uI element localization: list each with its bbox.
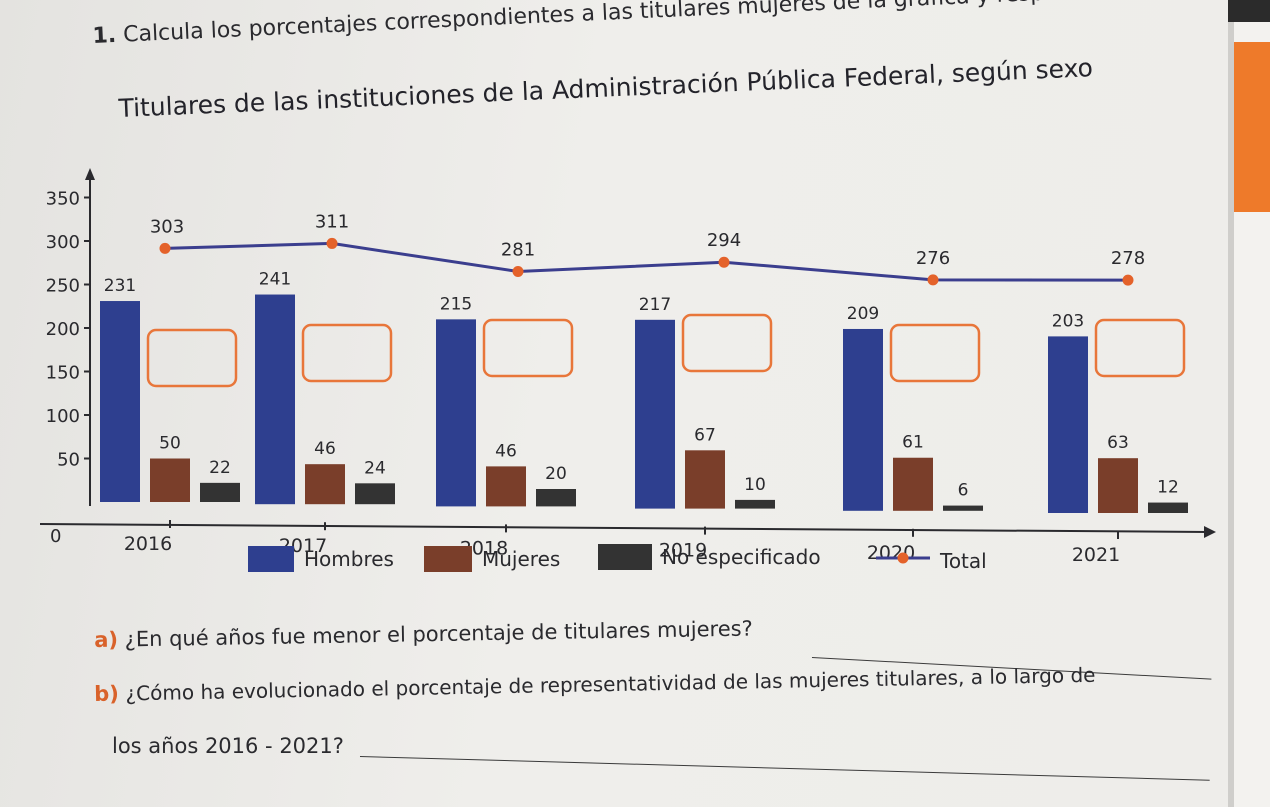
y-tick-label: 100 xyxy=(46,406,80,427)
answer-box xyxy=(889,323,981,383)
data-label: 217 xyxy=(639,295,671,315)
data-label: 46 xyxy=(495,441,517,461)
answer-box xyxy=(681,313,773,373)
exercise-number: 1. xyxy=(92,22,117,49)
legend-label: Mujeres xyxy=(482,547,560,571)
bar-hombres xyxy=(843,328,883,511)
question-b-text-line2: los años 2016 - 2021? xyxy=(112,734,344,758)
data-label: 20 xyxy=(545,464,567,484)
y-tick-label: 0 xyxy=(50,526,61,547)
grouped-bar-chart: 0 50 100 150 200 250 300 350 231 50 22 2016 241 46 24 2… xyxy=(39,168,1216,573)
bar-no-especificado xyxy=(1148,502,1188,513)
x-axis-arrow xyxy=(1204,526,1216,538)
legend-label: No especificado xyxy=(662,545,821,569)
data-label: 215 xyxy=(440,294,472,314)
legend-swatch xyxy=(598,544,652,570)
data-label: 231 xyxy=(104,276,136,296)
total-point xyxy=(927,274,939,286)
y-tick-label: 50 xyxy=(57,450,80,471)
x-tick-label: 2021 xyxy=(1072,544,1120,566)
bar-mujeres xyxy=(486,466,526,507)
total-label: 276 xyxy=(916,248,950,269)
bar-no-especificado xyxy=(355,483,395,505)
data-label: 12 xyxy=(1157,478,1179,498)
legend-swatch xyxy=(424,546,472,572)
page-gutter xyxy=(1228,0,1234,807)
total-label: 281 xyxy=(501,240,535,261)
data-label: 6 xyxy=(958,481,969,501)
data-label: 22 xyxy=(209,458,231,478)
worksheet-page xyxy=(0,0,1228,807)
x-tick-label: 2016 xyxy=(124,533,172,555)
y-tick-label: 250 xyxy=(46,276,80,297)
bar-mujeres xyxy=(893,457,933,511)
total-point xyxy=(1122,274,1134,286)
data-label: 46 xyxy=(314,439,336,459)
y-tick-label: 150 xyxy=(46,363,80,384)
bar-hombres xyxy=(1048,336,1088,513)
total-label: 311 xyxy=(315,211,349,232)
data-label: 24 xyxy=(364,458,386,478)
legend-label: Hombres xyxy=(304,547,394,571)
x-tick-label: 2020 xyxy=(867,542,915,564)
question-a-letter: a) xyxy=(94,627,119,652)
total-point xyxy=(718,256,730,268)
bar-no-especificado xyxy=(943,505,983,511)
legend-label: Total xyxy=(939,549,987,573)
data-label: 10 xyxy=(744,475,766,495)
total-label: 294 xyxy=(707,230,741,251)
bar-no-especificado xyxy=(536,489,576,507)
x-tick-label: 2019 xyxy=(659,540,707,562)
data-label: 209 xyxy=(847,304,879,324)
bar-mujeres xyxy=(1098,458,1138,513)
total-point xyxy=(326,237,338,249)
data-label: 63 xyxy=(1107,433,1129,453)
total-label: 278 xyxy=(1111,248,1145,269)
bar-hombres xyxy=(635,319,675,509)
data-label: 61 xyxy=(902,433,924,453)
answer-box xyxy=(146,328,238,388)
data-label: 50 xyxy=(159,434,181,454)
orange-page-tab xyxy=(1234,42,1270,212)
total-point xyxy=(159,242,171,254)
total-point xyxy=(512,266,524,278)
total-label: 303 xyxy=(150,216,184,237)
bar-mujeres xyxy=(685,450,725,509)
bar-no-especificado xyxy=(200,482,240,502)
y-tick-label: 200 xyxy=(46,319,80,340)
y-tick-label: 350 xyxy=(46,189,80,210)
y-axis-arrow xyxy=(85,168,95,180)
bar-hombres xyxy=(100,301,140,502)
legend-swatch xyxy=(248,546,294,572)
answer-box xyxy=(482,318,574,378)
bar-no-especificado xyxy=(735,499,775,509)
background-shadow xyxy=(1228,0,1270,22)
question-b-letter: b) xyxy=(94,681,120,706)
answer-box xyxy=(1094,318,1186,378)
bar-mujeres xyxy=(305,464,345,505)
total-line xyxy=(164,241,1129,282)
data-label: 67 xyxy=(694,425,716,445)
bar-hombres xyxy=(255,294,295,505)
question-b-continued: los años 2016 - 2021? xyxy=(112,734,344,758)
data-label: 203 xyxy=(1052,311,1084,331)
legend-marker xyxy=(897,552,909,564)
bar-hombres xyxy=(436,319,476,507)
data-label: 241 xyxy=(259,270,291,290)
x-axis xyxy=(39,523,1209,533)
y-tick-label: 300 xyxy=(46,232,80,253)
bar-mujeres xyxy=(150,458,190,502)
answer-box xyxy=(301,323,393,383)
